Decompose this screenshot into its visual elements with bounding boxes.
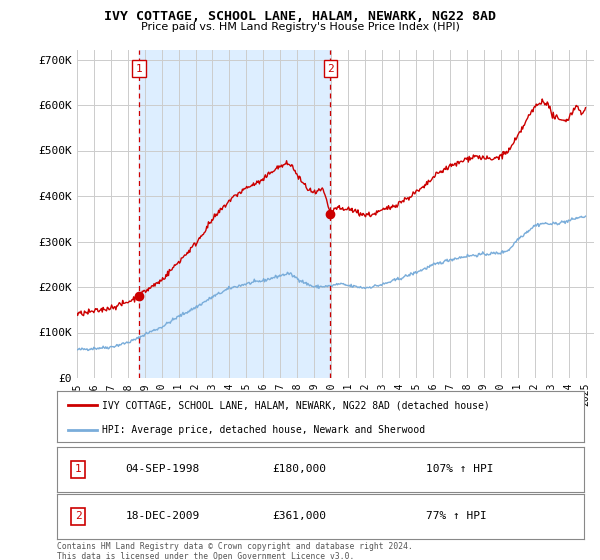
Bar: [139, 50, 331, 378]
Text: 77% ↑ HPI: 77% ↑ HPI: [426, 511, 487, 521]
Text: 1: 1: [74, 464, 82, 474]
Text: 2: 2: [327, 64, 334, 73]
Text: IVY COTTAGE, SCHOOL LANE, HALAM, NEWARK, NG22 8AD (detached house): IVY COTTAGE, SCHOOL LANE, HALAM, NEWARK,…: [102, 400, 490, 410]
Text: 1: 1: [136, 64, 142, 73]
Text: 107% ↑ HPI: 107% ↑ HPI: [426, 464, 493, 474]
Text: 18-DEC-2009: 18-DEC-2009: [125, 511, 199, 521]
Text: 04-SEP-1998: 04-SEP-1998: [125, 464, 199, 474]
Text: Price paid vs. HM Land Registry's House Price Index (HPI): Price paid vs. HM Land Registry's House …: [140, 22, 460, 32]
Text: £180,000: £180,000: [272, 464, 326, 474]
Text: £361,000: £361,000: [272, 511, 326, 521]
Text: 2: 2: [74, 511, 82, 521]
Text: Contains HM Land Registry data © Crown copyright and database right 2024.
This d: Contains HM Land Registry data © Crown c…: [57, 542, 413, 560]
Text: IVY COTTAGE, SCHOOL LANE, HALAM, NEWARK, NG22 8AD: IVY COTTAGE, SCHOOL LANE, HALAM, NEWARK,…: [104, 10, 496, 23]
Text: HPI: Average price, detached house, Newark and Sherwood: HPI: Average price, detached house, Newa…: [102, 424, 425, 435]
